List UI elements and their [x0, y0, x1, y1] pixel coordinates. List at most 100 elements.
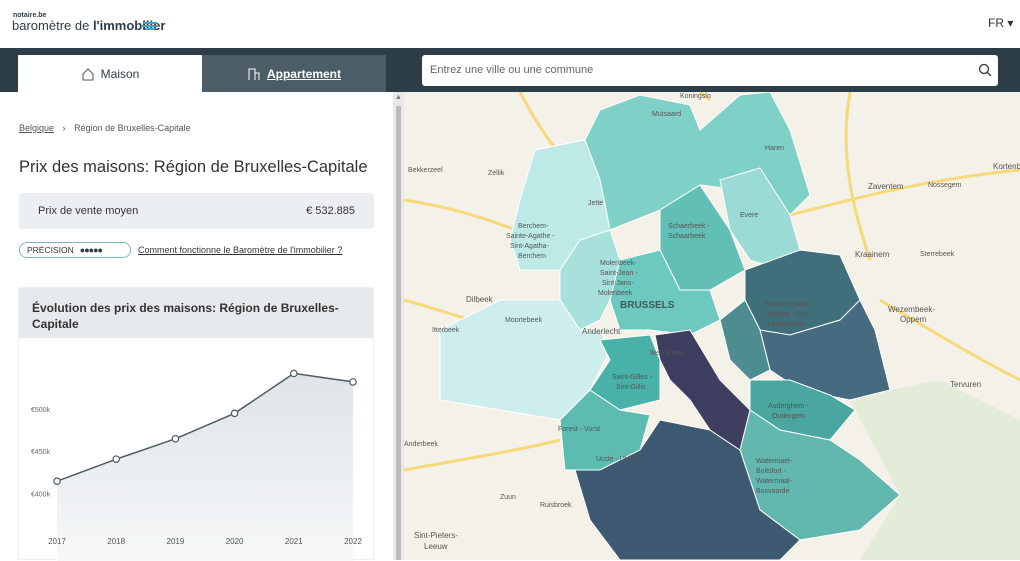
place-label: Sainte-Agathe - [506, 233, 555, 240]
x-tick-label: 2021 [285, 537, 303, 546]
y-tick-label: €450k [31, 449, 51, 456]
place-label: Sint-Pieters- [414, 531, 458, 540]
place-label: Uccle - Ukkel [596, 456, 638, 463]
scroll-arrow: ▲ [395, 94, 402, 101]
place-label: Zellik [488, 170, 505, 177]
place-label: Dilbeek [466, 295, 494, 304]
language: FR [988, 16, 1004, 30]
place-label: Oudergem [772, 413, 805, 420]
place-label: Moortebeek [505, 317, 542, 324]
x-tick-label: 2020 [226, 537, 244, 546]
chart-card: Évolution des prix des maisons: Région d… [18, 287, 374, 561]
x-tick-label: 2019 [167, 537, 185, 546]
place-label: Boitsfort - [756, 468, 787, 475]
point [53, 477, 61, 486]
place-label: Jette [588, 200, 603, 207]
place-label: Molenbeek- [600, 260, 637, 267]
place-label: Molenbeek [598, 290, 633, 297]
price-value: € 532.885 [306, 205, 355, 217]
place-label: Saint-Jean - [600, 270, 638, 277]
place-label: Sint-Gillis [616, 384, 646, 391]
search-placeholder: Entrez une ville ou une commune [430, 64, 594, 76]
place-label: Tervuren [950, 380, 981, 389]
place-label: Schaarbeek [668, 233, 706, 240]
point [289, 369, 298, 378]
place-label: Kortenb [993, 162, 1020, 171]
place-label: Lambert - Sint- [764, 311, 811, 318]
place-label: Watermaal- [756, 478, 793, 485]
place-label: Bosvoorde [756, 488, 790, 495]
place-label: Wezembeek- [888, 305, 935, 314]
place-label: Watermael- [756, 458, 793, 465]
language-select[interactable]: FR ▾ [988, 16, 1014, 30]
map[interactable]: Koningslo Mutsaard Haren Bekkerzeel Zell… [404, 92, 1020, 560]
building-icon [248, 68, 260, 80]
price-box: Prix de vente moyen € 532.885 [19, 193, 374, 229]
precision-pill: PRÉCISION ●●●●● [19, 242, 131, 258]
map-labels: Koningslo Mutsaard Haren Bekkerzeel Zell… [404, 93, 1020, 551]
side-panel: Belgique › Région de Bruxelles-Capitale … [0, 92, 393, 561]
place-label: Saint-Gilles - [612, 374, 653, 381]
precision-dots: ●●●●● [79, 245, 103, 255]
point [230, 409, 239, 418]
y-tick-label: €500k [31, 407, 51, 414]
place-label: Koningslo [680, 93, 711, 100]
header: notaire.be baromètre de l'immobilier FR … [0, 0, 1020, 48]
place-label: Leeuw [424, 542, 448, 551]
breadcrumb: Belgique › Région de Bruxelles-Capitale [19, 123, 191, 133]
tab-appartement[interactable]: Appartement [202, 55, 386, 92]
brand-icon [141, 22, 157, 30]
place-label: Zaventem [868, 182, 904, 191]
place-label: Forest - Vorst [558, 426, 600, 433]
place-label: Nossegem [928, 182, 962, 189]
place-label: Auderghem - [768, 403, 809, 410]
y-tick-label: €400k [31, 492, 51, 499]
scroll-thumb[interactable] [396, 106, 401, 560]
place-label: Woluwe-Saint- [764, 301, 810, 308]
place-label: Evere [740, 212, 758, 219]
place-label: Sint-Agatha- [510, 243, 550, 250]
breadcrumb-separator: › [62, 123, 66, 133]
place-label: Ruisbroek [540, 502, 572, 509]
place-label: Itterbeek [432, 327, 460, 334]
precision-link[interactable]: Comment fonctionne le Baromètre de l'imm… [138, 245, 343, 255]
x-tick-label: 2017 [48, 537, 66, 546]
page-title: Prix des maisons: Région de Bruxelles-Ca… [19, 158, 368, 176]
x-tick-label: 2018 [107, 537, 125, 546]
line [56, 372, 354, 482]
place-label: Haren [765, 145, 784, 152]
place-label: Anderlecht [582, 327, 621, 336]
place-label: Lambrechts- [768, 321, 808, 328]
area [57, 373, 353, 561]
house-icon [82, 67, 94, 80]
point [112, 455, 121, 463]
place-label: Oppem [900, 315, 927, 324]
place-label: Sterrebeek [920, 251, 955, 258]
tab-label: Appartement [266, 66, 341, 81]
tab-maison[interactable]: Maison [18, 55, 202, 92]
scrollbar[interactable]: ▲ [393, 92, 404, 560]
point [349, 378, 357, 386]
brand-light: baromètre de [12, 18, 93, 33]
place-label: Berchem [518, 253, 546, 260]
place-label: Mutsaard [652, 111, 681, 118]
place-label: Schaerbeek - [668, 223, 710, 230]
place-label: Sint-Jans- [602, 280, 634, 287]
price-label: Prix de vente moyen [38, 205, 139, 217]
breadcrumb-current: Région de Bruxelles-Capitale [74, 123, 191, 133]
place-label: Zuun [500, 494, 516, 501]
place-label: Anderbeek [404, 441, 438, 448]
point [171, 434, 180, 443]
breadcrumb-link[interactable]: Belgique [19, 123, 55, 133]
search-box[interactable]: Entrez une ville ou une commune [422, 55, 998, 86]
place-label: BRUSSELS [620, 300, 675, 311]
districts [439, 92, 1020, 560]
brand-top: notaire.be [13, 12, 47, 19]
tab-label: Maison [100, 66, 140, 81]
place-label: Berchem- [518, 223, 549, 230]
search-icon [978, 63, 992, 77]
chart-title: Évolution des prix des maisons: Région d… [19, 288, 373, 338]
x-tick-label: 2022 [344, 537, 362, 546]
place-label: lles - Elsen [650, 350, 684, 357]
